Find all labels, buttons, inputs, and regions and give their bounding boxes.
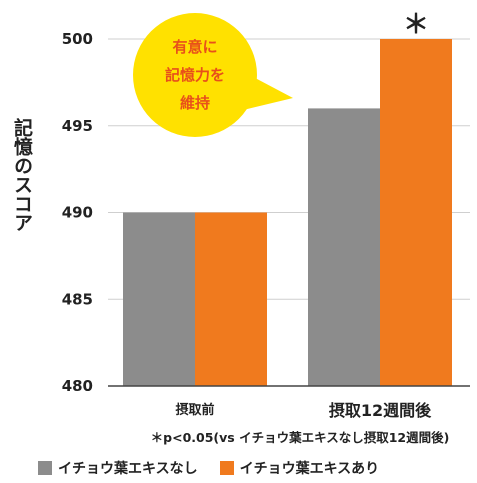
y-tick-label-480: 480 [62, 377, 93, 395]
legend-label-without: イチョウ葉エキスなし [58, 461, 198, 477]
y-tick-label-495: 495 [62, 117, 93, 135]
callout-line-2: 記憶力を [165, 66, 225, 84]
callout-circle [133, 13, 257, 137]
x-category-label-after12w: 摂取12週間後 [329, 401, 432, 420]
y-tick-label-485: 485 [62, 290, 93, 308]
significance-mark: ＊ [403, 10, 429, 40]
bars [123, 39, 452, 387]
legend-swatch-orange [219, 461, 234, 475]
legend-item-with: イチョウ葉エキスあり [219, 458, 380, 478]
callout-line-3: 維持 [180, 94, 210, 112]
bar-after12w-with [380, 39, 452, 386]
bar-after12w-without [308, 108, 380, 387]
significance-note: ＊p<0.05(vs イチョウ葉エキスなし摂取12週間後) [151, 430, 450, 445]
bar-before-with [195, 212, 267, 386]
legend-label-with: イチョウ葉エキスあり [239, 461, 380, 477]
x-category-labels: 摂取前 摂取12週間後 [175, 401, 432, 420]
bar-before-without [123, 212, 195, 386]
y-tick-labels: 480 485 490 495 500 [62, 30, 93, 395]
y-tick-label-500: 500 [62, 30, 93, 48]
bar-chart: 480 485 490 495 500 摂取前 摂取12週間後 記憶のスコア 有意に 記憶… [11, 10, 470, 445]
callout-line-1: 有意に [172, 38, 217, 56]
legend-item-without: イチョウ葉エキスなし [38, 458, 198, 478]
y-tick-label-490: 490 [62, 204, 93, 222]
callout-bubble: 有意に 記憶力を 維持 [133, 13, 293, 137]
legend-swatch-gray [38, 461, 52, 475]
x-category-label-before: 摂取前 [175, 402, 214, 418]
legend: イチョウ葉エキスなし イチョウ葉エキスあり [38, 458, 401, 478]
y-axis-label: 記憶のスコア [11, 117, 33, 232]
